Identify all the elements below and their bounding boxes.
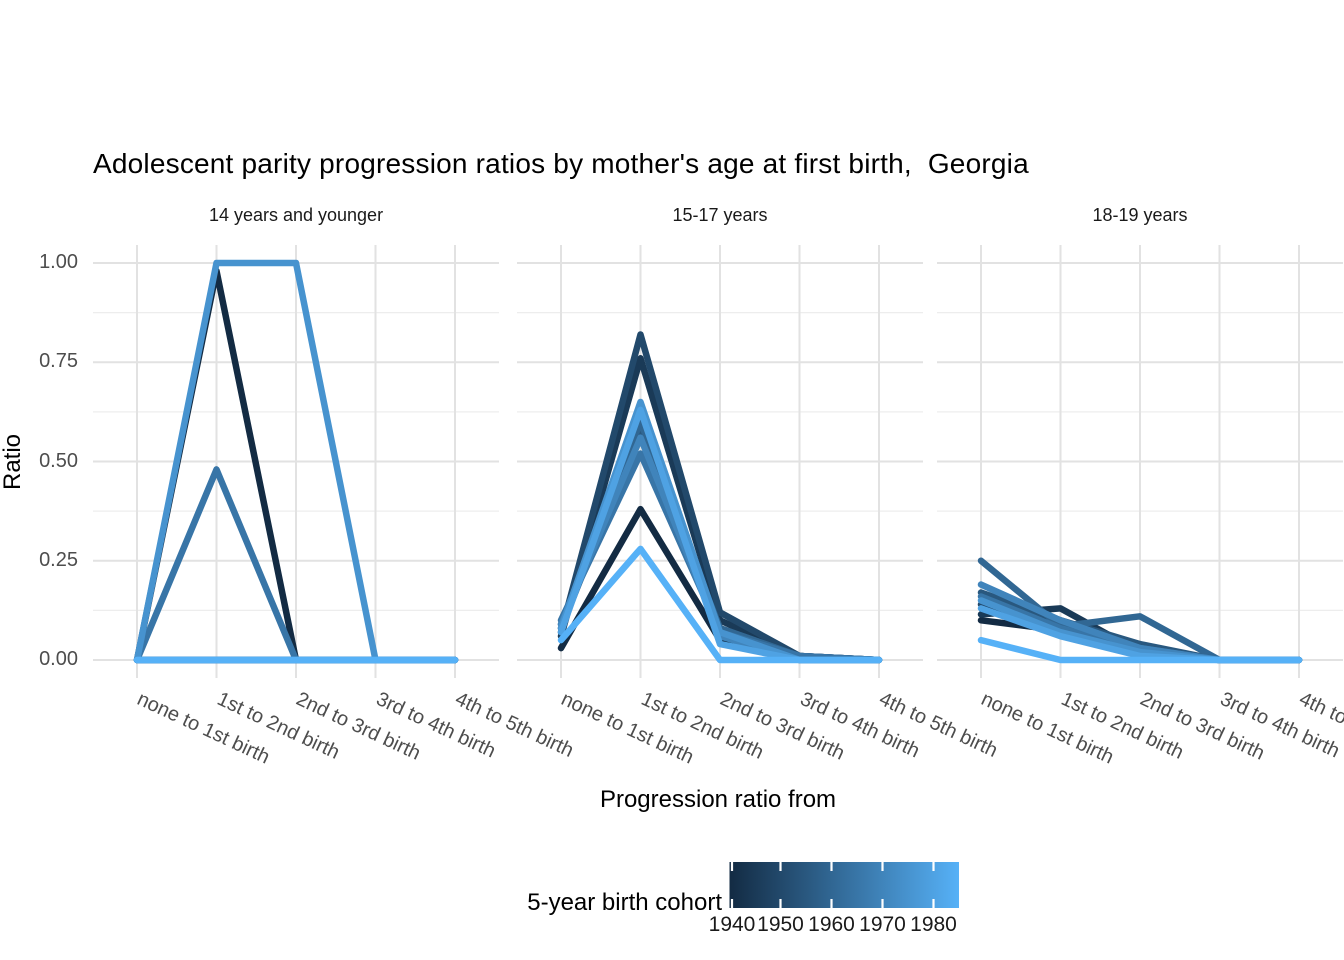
legend-tick-label: 1970 [859,913,906,936]
facet-strip-label: 15-17 years [672,205,768,225]
legend-tick-label: 1950 [757,913,804,936]
y-tick-label: 0.50 [39,449,78,472]
x-axis-title: Progression ratio from [599,786,837,813]
series-line-1985 [977,636,1303,664]
y-tick-label: 0.00 [39,648,78,670]
facet-strip-label: 18-19 years [1092,205,1188,225]
y-tick-label: 0.75 [39,350,78,373]
facet-strip-label: 14 years and younger [208,205,384,225]
legend-gradient-bar [729,862,959,908]
y-tick-label: 1.00 [39,251,78,273]
legend-tick-label: 1960 [808,913,855,936]
y-tick-label: 0.25 [39,548,78,571]
legend-tick-label: 1980 [910,913,957,936]
chart-title: Adolescent parity progression ratios by … [93,148,1029,179]
legend-title: 5-year birth cohort [527,889,722,916]
series-line-1985 [557,545,883,664]
legend-tick-label: 1940 [708,913,756,936]
